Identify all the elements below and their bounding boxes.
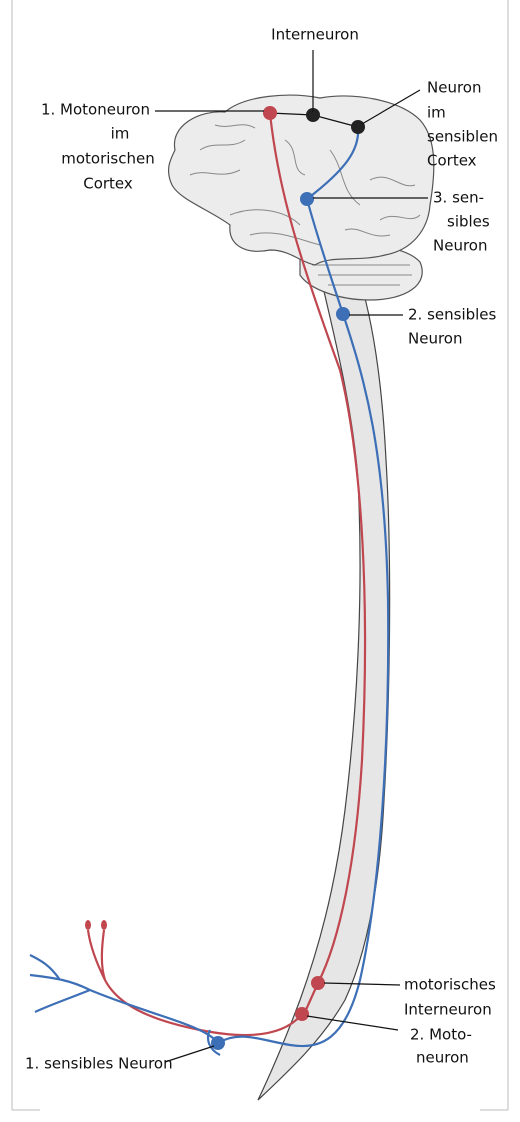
label: 1. sensibles Neuron [25, 1055, 173, 1073]
label: im [427, 104, 446, 122]
label: 2. Moto- [410, 1026, 472, 1044]
label: sensiblen [427, 128, 498, 146]
label: Cortex [427, 152, 477, 170]
label: im [111, 125, 130, 143]
diagram: Interneuron 1. Motoneuron im motorischen… [0, 0, 520, 1122]
neuron [263, 106, 277, 120]
label: Interneuron [404, 1001, 492, 1019]
label: motorisches [404, 976, 496, 994]
label: sibles [447, 213, 490, 231]
motor-nerve [88, 930, 302, 1035]
label: neuron [416, 1049, 469, 1067]
label: Neuron [433, 237, 487, 255]
label: 2. sensibles [408, 306, 497, 324]
neuron [351, 120, 365, 134]
sensory-nerve [30, 955, 220, 1055]
neuron [336, 307, 350, 321]
label: 1. Motoneuron [41, 101, 150, 119]
label: Cortex [83, 175, 133, 193]
label: Neuron [408, 330, 462, 348]
label: motorischen [61, 150, 155, 168]
neuron [311, 976, 325, 990]
label: Neuron [427, 79, 481, 97]
neuron [295, 1007, 309, 1021]
motor-end [101, 920, 107, 930]
label: Interneuron [271, 26, 359, 44]
neuron [211, 1036, 225, 1050]
spinal-cord [258, 265, 390, 1100]
motor-end [85, 920, 91, 930]
neuron [300, 192, 314, 206]
label: 3. sen- [433, 189, 484, 207]
